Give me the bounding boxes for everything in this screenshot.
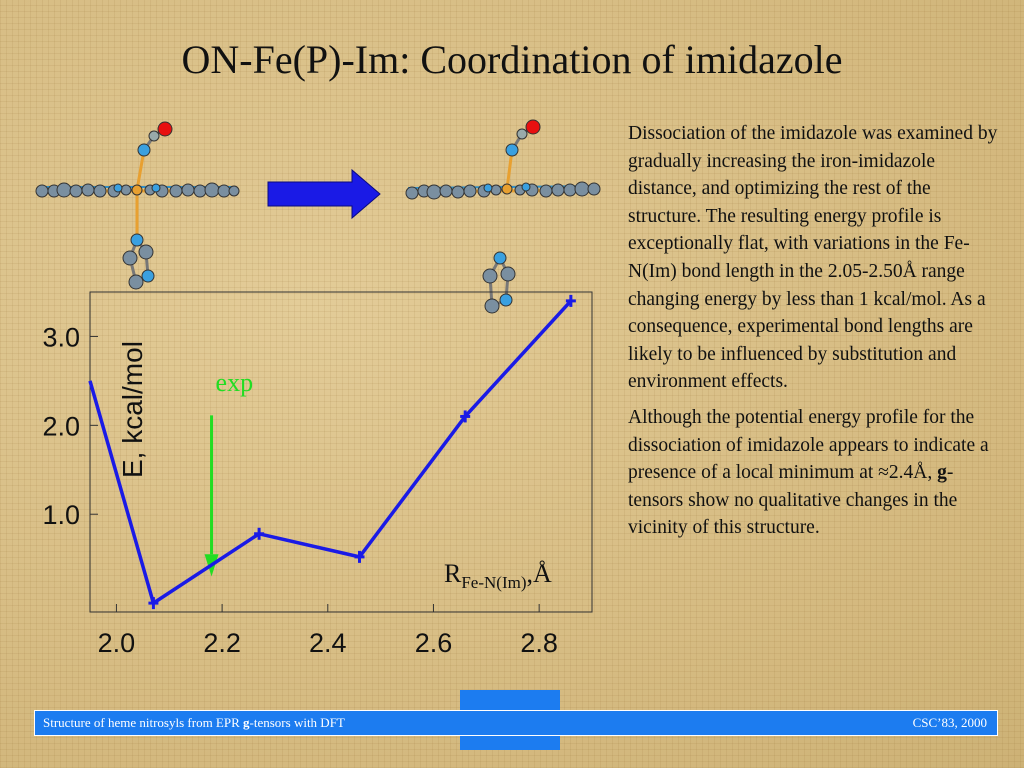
energy-chart: 1.0 2.0 3.0 2.0 2.2 2.4 2.6 2.8 E, kcal/mol RF…	[42, 291, 593, 658]
p2-suffix: -tensors show no qualitative changes in …	[628, 462, 958, 539]
description-paragraph-1: Dissociation of the imidazole was examin…	[628, 123, 998, 393]
series-line	[88, 299, 573, 605]
molecule-structures	[35, 119, 601, 314]
y-tick-label: 2.0	[42, 411, 80, 441]
energy-series	[88, 294, 576, 610]
x-axis-label: RFe-N(Im),Å	[444, 559, 552, 592]
y-axis-ticks: 1.0 2.0 3.0	[42, 322, 98, 530]
right-molecule-model	[405, 119, 601, 314]
data-point-marker	[354, 550, 365, 563]
x-axis-label-unit: ,Å	[527, 559, 553, 588]
x-tick-label: 2.4	[309, 628, 347, 658]
description-text: Dissociation of the imidazole was examin…	[628, 120, 998, 550]
footer-left-suffix: -tensors with DFT	[249, 715, 345, 730]
left-molecule-model	[35, 121, 240, 290]
slide-title: ON-Fe(P)-Im: Coordination of imidazole	[181, 37, 843, 82]
data-point-marker	[460, 410, 471, 423]
footer-left-prefix: Structure of heme nitrosyls from EPR	[43, 715, 244, 730]
data-point-marker	[148, 597, 159, 610]
x-tick-label: 2.6	[415, 628, 453, 658]
y-tick-label: 3.0	[42, 322, 80, 352]
x-tick-label: 2.8	[520, 628, 558, 658]
x-axis-label-sub: Fe-N(Im)	[461, 573, 526, 592]
y-axis-label: E, kcal/mol	[117, 341, 148, 478]
p2-bold-g: g	[937, 462, 947, 484]
x-axis-label-main: R	[444, 559, 462, 588]
y-tick-label: 1.0	[42, 500, 80, 530]
data-point-marker	[254, 527, 265, 540]
exp-annotation: exp	[204, 368, 254, 577]
footer-left-bold-g: g	[243, 715, 250, 730]
footer-left-text: Structure of heme nitrosyls from EPR g-t…	[43, 715, 345, 731]
x-axis-ticks: 2.0 2.2 2.4 2.6 2.8	[98, 604, 558, 658]
plot-frame	[89, 291, 593, 613]
exp-label: exp	[216, 368, 254, 397]
footer-bar: Structure of heme nitrosyls from EPR g-t…	[34, 710, 998, 736]
x-tick-label: 2.2	[203, 628, 241, 658]
description-paragraph-2: Although the potential energy profile fo…	[628, 404, 998, 542]
footer-right-text: CSC’83, 2000	[912, 715, 987, 730]
p2-prefix: Although the potential energy profile fo…	[628, 406, 989, 484]
data-point-marker	[565, 294, 576, 307]
right-arrow-icon	[267, 168, 381, 220]
x-tick-label: 2.0	[98, 628, 136, 658]
